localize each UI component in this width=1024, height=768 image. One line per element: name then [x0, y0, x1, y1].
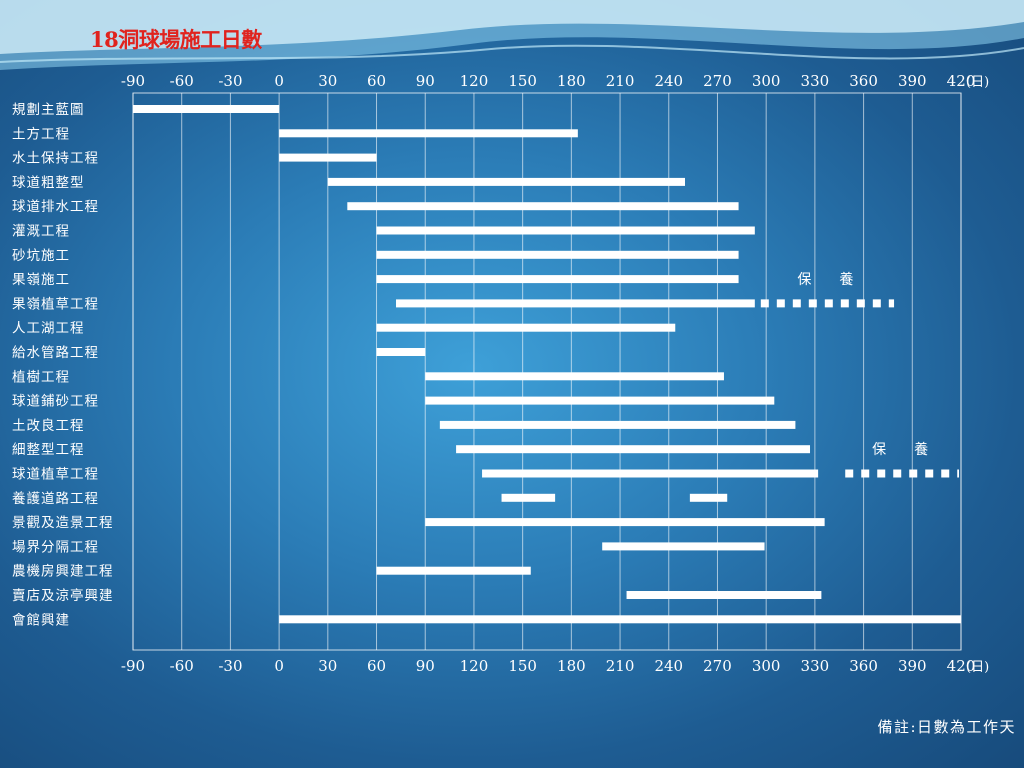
task-label: 球道排水工程 [12, 199, 99, 215]
task-label: 人工湖工程 [12, 321, 85, 337]
task-bar [396, 299, 755, 308]
task-bar [425, 518, 825, 527]
x-tick-label-top: 390 [898, 72, 927, 90]
task-label: 土方工程 [12, 126, 70, 142]
x-tick-label-bottom: 240 [654, 657, 683, 675]
x-tick-label-top: 270 [703, 72, 732, 90]
task-bar [376, 226, 755, 235]
task-bar [279, 615, 961, 624]
task-bar [425, 372, 724, 381]
task-label: 場界分隔工程 [12, 539, 99, 555]
task-bar [376, 323, 676, 332]
x-unit-label-bottom: (日) [966, 660, 989, 675]
x-tick-label-bottom: 210 [606, 657, 635, 675]
x-tick-label-top: 150 [508, 72, 537, 90]
x-tick-label-top: -60 [170, 72, 194, 90]
task-labels: 規劃主藍圖土方工程水土保持工程球道粗整型球道排水工程灌溉工程砂坑施工果嶺施工果嶺… [12, 102, 928, 628]
x-tick-label-top: 210 [606, 72, 635, 90]
task-bar [602, 542, 765, 551]
task-bar [456, 445, 811, 454]
task-bar [376, 275, 739, 284]
task-bar [327, 177, 685, 186]
task-label: 果嶺施工 [12, 272, 70, 288]
x-tick-label-top: 90 [416, 72, 435, 90]
x-tick-label-top: -90 [121, 72, 145, 90]
maintenance-annotation: 保 養 [872, 441, 928, 458]
x-axis-bottom: -90 -60 -30 0 30 60 90 120 150 180 210 240 270 300 330… [121, 657, 989, 675]
x-tick-label-top: 0 [274, 72, 284, 90]
task-label: 土改良工程 [12, 418, 85, 434]
task-bar [279, 129, 578, 138]
footnote: 備註:日數為工作天 [877, 718, 1016, 736]
task-bar [376, 566, 531, 575]
x-tick-label-bottom: 120 [460, 657, 489, 675]
x-tick-label-bottom: 0 [274, 657, 284, 675]
x-tick-label-bottom: 90 [416, 657, 435, 675]
task-bar [439, 420, 796, 429]
x-tick-label-bottom: -60 [170, 657, 194, 675]
gridlines [132, 92, 962, 651]
x-tick-label-bottom: -30 [218, 657, 242, 675]
task-label: 養護道路工程 [12, 490, 99, 507]
task-label: 景觀及造景工程 [12, 515, 114, 531]
x-tick-label-top: 360 [849, 72, 878, 90]
x-tick-label-bottom: 30 [318, 657, 337, 675]
x-tick-label-bottom: 420 [947, 657, 976, 675]
task-bar [482, 469, 819, 478]
task-label: 賣店及涼亭興建 [12, 587, 114, 604]
task-label: 球道鋪砂工程 [12, 394, 99, 410]
x-tick-label-bottom: 360 [849, 657, 878, 675]
task-bars [133, 105, 961, 624]
x-tick-label-bottom: 150 [508, 657, 537, 675]
task-bar [626, 591, 822, 599]
task-label: 植樹工程 [12, 369, 70, 385]
x-tick-label-top: 300 [752, 72, 781, 90]
task-label: 水土保持工程 [12, 151, 99, 167]
x-tick-label-top: -30 [218, 72, 242, 90]
task-bar [279, 153, 377, 162]
x-tick-label-top: 120 [460, 72, 489, 90]
task-bar [376, 348, 426, 356]
x-tick-label-bottom: 300 [752, 657, 781, 675]
x-tick-label-bottom: 60 [367, 657, 386, 675]
x-tick-label-bottom: 270 [703, 657, 732, 675]
header-wave-decoration [0, 0, 1024, 70]
task-label: 會館興建 [12, 612, 70, 628]
gantt-chart: -90 -60 -30 0 30 60 90 120 150 180 210 240 270 300 330… [0, 0, 1024, 700]
task-bar [347, 202, 739, 211]
task-bar [376, 250, 739, 259]
x-unit-label-top: (日) [966, 75, 989, 90]
x-tick-label-top: 180 [557, 72, 586, 90]
plot-frame [132, 92, 962, 651]
task-label: 果嶺植草工程 [12, 296, 99, 312]
task-label: 球道植草工程 [12, 467, 99, 483]
x-tick-label-top: 60 [367, 72, 386, 90]
task-label: 球道粗整型 [12, 175, 85, 191]
task-bar [501, 493, 556, 502]
x-tick-label-top: 420 [947, 72, 976, 90]
chart-title: 18洞球場施工日數 [90, 27, 262, 52]
task-label: 砂坑施工 [12, 248, 70, 264]
x-tick-label-top: 330 [801, 72, 830, 90]
x-tick-label-bottom: 180 [557, 657, 586, 675]
x-axis-top: -90 -60 -30 0 30 60 90 120 150 180 210 240 270 300 330… [121, 72, 989, 90]
x-tick-label-bottom: 390 [898, 657, 927, 675]
task-bar [425, 396, 775, 405]
task-label: 給水管路工程 [12, 345, 99, 361]
x-tick-label-top: 240 [654, 72, 683, 90]
x-tick-label-top: 30 [318, 72, 337, 90]
task-bar [689, 493, 728, 502]
task-label: 細整型工程 [12, 442, 85, 458]
x-tick-label-bottom: -90 [121, 657, 145, 675]
task-label: 灌溉工程 [12, 224, 70, 240]
task-label: 規劃主藍圖 [12, 102, 85, 118]
maintenance-annotation: 保 養 [797, 271, 853, 288]
task-label: 農機房興建工程 [12, 564, 114, 580]
x-tick-label-bottom: 330 [801, 657, 830, 675]
task-bar [133, 105, 280, 113]
